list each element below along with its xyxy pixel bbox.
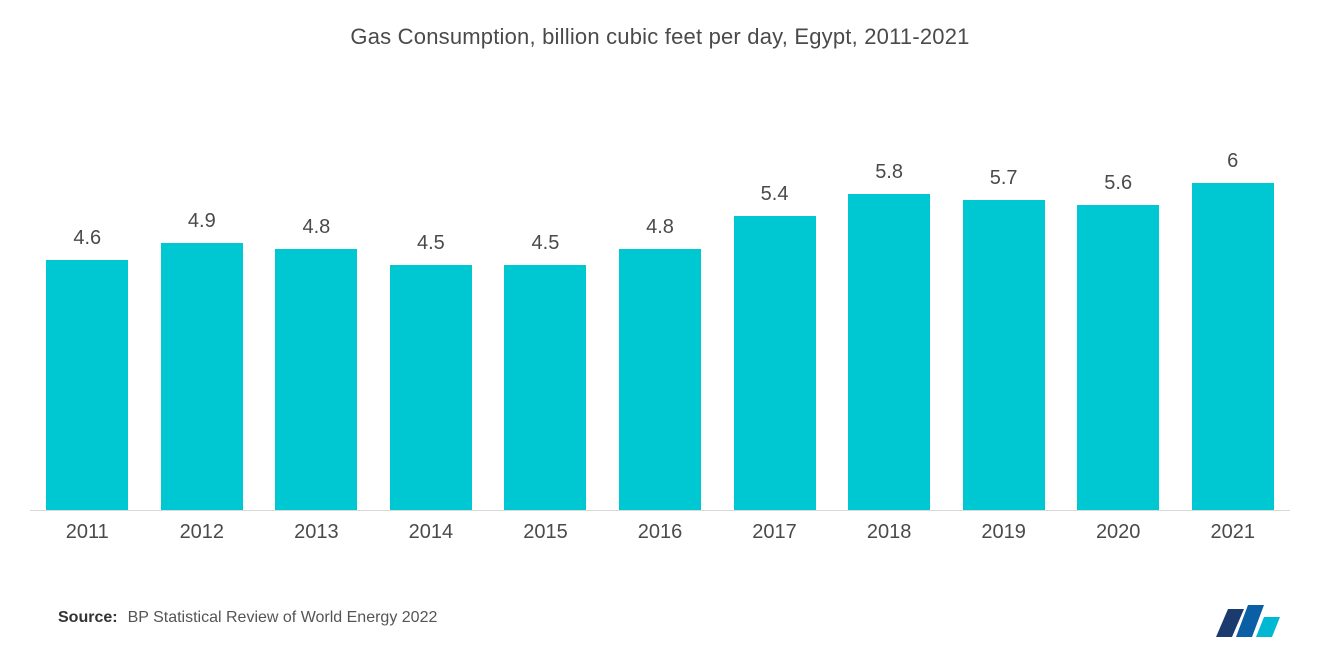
- bar-value-label: 4.5: [532, 232, 560, 255]
- plot-area: 4.6 4.9 4.8 4.5 4.5 4.8 5.4 5.8 5.7 5.6 6 20112012…: [30, 90, 1290, 545]
- x-tick-label: 2014: [374, 511, 489, 544]
- bar-value-label: 6: [1227, 150, 1238, 173]
- bar-value-label: 4.6: [73, 227, 101, 250]
- bar-cell: 4.8: [603, 216, 718, 511]
- publisher-logo: [1216, 597, 1280, 637]
- source-label: Source:: [58, 609, 118, 627]
- x-tick-label: 2017: [717, 511, 832, 544]
- bar-rect: [734, 216, 816, 511]
- bar-cell: 5.7: [946, 167, 1061, 511]
- bar-value-label: 5.8: [875, 161, 903, 184]
- bar-cell: 5.8: [832, 161, 947, 511]
- bar-value-label: 4.5: [417, 232, 445, 255]
- bar-cell: 6: [1175, 150, 1290, 511]
- x-tick-label: 2013: [259, 511, 374, 544]
- bar-rect: [275, 249, 357, 511]
- bars-group: 4.6 4.9 4.8 4.5 4.5 4.8 5.4 5.8 5.7 5.6 6: [30, 90, 1290, 511]
- logo-icon: [1216, 597, 1280, 637]
- bar-cell: 4.6: [30, 227, 145, 511]
- bar-rect: [504, 265, 586, 511]
- bar-cell: 4.9: [145, 210, 260, 511]
- x-tick-label: 2016: [603, 511, 718, 544]
- bar-value-label: 5.6: [1104, 172, 1132, 195]
- x-tick-label: 2011: [30, 511, 145, 544]
- bar-cell: 5.4: [717, 183, 832, 511]
- bar-value-label: 5.7: [990, 167, 1018, 190]
- bar-rect: [848, 194, 930, 511]
- source-line: Source: BP Statistical Review of World E…: [58, 609, 437, 627]
- source-text: BP Statistical Review of World Energy 20…: [128, 609, 438, 627]
- bar-rect: [1077, 205, 1159, 511]
- x-tick-label: 2019: [946, 511, 1061, 544]
- bar-value-label: 5.4: [761, 183, 789, 206]
- x-tick-label: 2021: [1175, 511, 1290, 544]
- bar-value-label: 4.8: [302, 216, 330, 239]
- bar-cell: 4.8: [259, 216, 374, 511]
- bar-cell: 5.6: [1061, 172, 1176, 511]
- x-tick-label: 2018: [832, 511, 947, 544]
- bar-rect: [1192, 183, 1274, 511]
- chart-container: Gas Consumption, billion cubic feet per …: [0, 0, 1320, 665]
- bar-cell: 4.5: [488, 232, 603, 511]
- x-tick-label: 2015: [488, 511, 603, 544]
- bar-value-label: 4.8: [646, 216, 674, 239]
- bar-rect: [963, 200, 1045, 511]
- bar-rect: [161, 243, 243, 511]
- bar-rect: [46, 260, 128, 511]
- x-axis: 2011201220132014201520162017201820192020…: [30, 511, 1290, 545]
- x-tick-label: 2012: [145, 511, 260, 544]
- bar-rect: [619, 249, 701, 511]
- bar-cell: 4.5: [374, 232, 489, 511]
- x-tick-label: 2020: [1061, 511, 1176, 544]
- chart-title: Gas Consumption, billion cubic feet per …: [0, 0, 1320, 50]
- bar-value-label: 4.9: [188, 210, 216, 233]
- bar-rect: [390, 265, 472, 511]
